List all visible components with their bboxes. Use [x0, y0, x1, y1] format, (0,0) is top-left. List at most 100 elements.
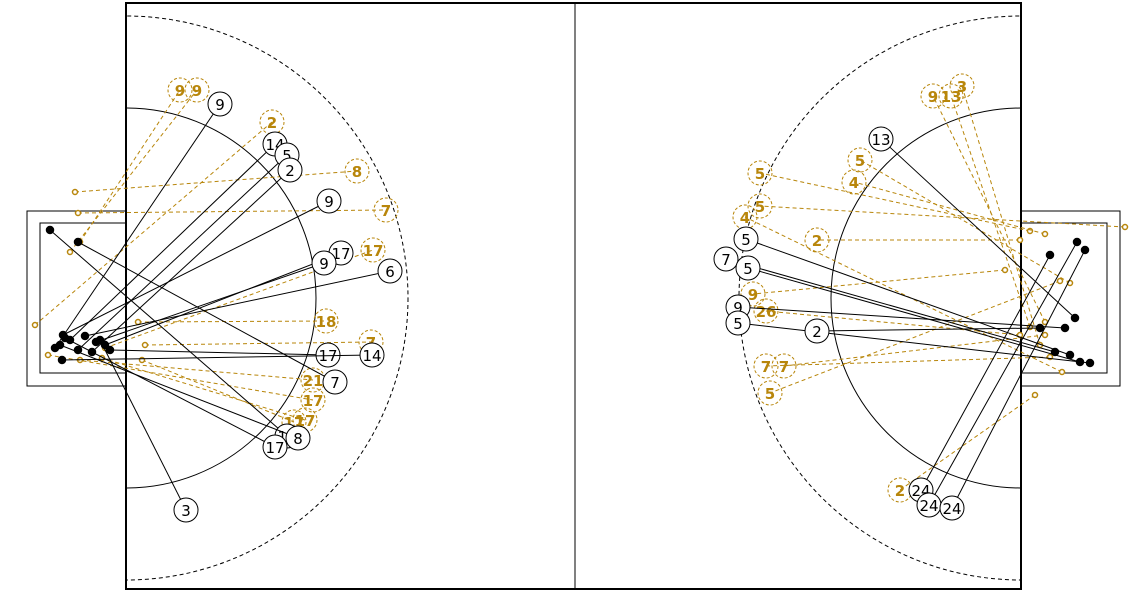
shots-layer: 9928717187211717179145291796171471781739… — [31, 73, 1129, 523]
shot-line — [951, 249, 1086, 509]
player-marker — [732, 204, 758, 230]
player-marker — [949, 73, 975, 99]
player-marker — [167, 77, 193, 103]
player-marker — [292, 407, 318, 433]
shot-line — [765, 310, 1021, 336]
right-missed-shot-14: 2 — [887, 391, 1039, 503]
player-number-label: 26 — [756, 303, 777, 321]
shot-line — [101, 357, 306, 421]
player-marker — [313, 308, 339, 334]
player-number-label: 9 — [733, 299, 743, 317]
player-marker — [344, 158, 370, 184]
shot-origin-dot — [60, 333, 70, 343]
right-missed-shot-8: 2 — [804, 227, 1024, 253]
player-number-label: 17 — [363, 242, 384, 260]
shot-line — [79, 89, 181, 243]
right-missed-shot-10: 26 — [753, 298, 1024, 339]
player-number-label: 7 — [779, 358, 789, 376]
left-made-shot-0: 9 — [50, 91, 233, 353]
shot-origin-dot — [1070, 313, 1080, 323]
right-missed-shot-0: 9 — [920, 83, 1049, 326]
shot-line — [747, 267, 1081, 363]
player-marker — [359, 342, 385, 368]
right-inner-arc — [830, 107, 1021, 489]
player-marker — [868, 126, 894, 152]
player-number-label: 7 — [721, 251, 731, 269]
player-marker — [747, 160, 773, 186]
shot-line — [725, 258, 1056, 353]
player-number-label: 5 — [743, 260, 753, 278]
left-missed-shot-3: 8 — [71, 158, 370, 196]
shot-line — [737, 322, 1091, 364]
shot-line — [84, 270, 391, 337]
player-number-label: 18 — [316, 313, 337, 331]
player-number-label: 17 — [303, 392, 324, 410]
left-missed-shot-9: 17 — [44, 351, 326, 413]
shot-line — [59, 344, 299, 439]
player-number-label: 4 — [740, 209, 750, 227]
shot-origin-dot — [1050, 347, 1060, 357]
shot-origin-dot — [73, 237, 83, 247]
shot-line — [47, 354, 314, 401]
player-marker — [173, 497, 199, 523]
shot-line — [91, 169, 291, 353]
shot-line — [144, 341, 372, 346]
shot-line — [49, 229, 288, 437]
shot-line — [69, 89, 198, 253]
player-number-label: 5 — [755, 165, 765, 183]
player-marker — [753, 298, 779, 324]
right-made-shot-3: 5 — [735, 255, 1085, 367]
player-marker — [316, 188, 342, 214]
shot-origin-ring — [1121, 223, 1129, 231]
shot-line — [34, 121, 273, 326]
left-missed-shot-4: 7 — [74, 197, 399, 223]
player-number-label: 13 — [871, 131, 890, 149]
shot-line — [737, 306, 1066, 329]
shot-line — [932, 95, 1046, 323]
player-marker — [725, 310, 751, 336]
right-made-shot-7: 24 — [908, 250, 1055, 503]
left-missed-shot-11: 17 — [138, 356, 307, 435]
left-missed-shot-0: 9 — [76, 77, 193, 246]
player-marker — [377, 258, 403, 284]
player-number-label: 3 — [181, 502, 191, 520]
shot-line — [77, 241, 336, 383]
player-marker — [281, 409, 307, 435]
right-missed-shot-9: 9 — [740, 266, 1009, 307]
left-made-shot-3: 2 — [87, 157, 303, 357]
right-made-shot-0: 13 — [868, 126, 1080, 323]
shot-line — [99, 339, 187, 511]
right-missed-shot-7: 4 — [732, 204, 1066, 376]
shot-line — [104, 252, 342, 346]
left-made-shot-13: 17 — [60, 333, 288, 460]
player-number-label: 2 — [285, 162, 295, 180]
player-marker — [322, 369, 348, 395]
player-number-label: 4 — [849, 174, 859, 192]
shot-line — [77, 154, 288, 351]
player-marker — [757, 380, 783, 406]
player-number-label: 2 — [812, 232, 822, 250]
shot-origin-dot — [1080, 245, 1090, 255]
player-number-label: 8 — [293, 430, 303, 448]
player-marker — [285, 425, 311, 451]
shot-origin-ring — [1056, 277, 1064, 285]
right-missed-shot-4: 5 — [747, 160, 1034, 235]
player-marker — [373, 197, 399, 223]
left-made-shot-14: 3 — [95, 335, 199, 523]
shot-line — [752, 269, 1006, 295]
player-marker — [771, 353, 797, 379]
shot-origin-ring — [1041, 230, 1049, 238]
shot-line — [141, 359, 295, 423]
right-goal-inner — [1020, 222, 1108, 374]
shot-origin-ring — [74, 209, 82, 217]
right-made-shot-1: 5 — [733, 226, 1075, 360]
player-number-label: 7 — [330, 374, 340, 392]
shot-origin-dot — [55, 340, 65, 350]
shot-line — [880, 138, 1076, 319]
player-number-label: 5 — [733, 315, 743, 333]
right-made-shot-9: 24 — [939, 245, 1090, 521]
player-marker — [939, 495, 965, 521]
shot-origin-ring — [71, 188, 79, 196]
shot-origin-dot — [1035, 323, 1045, 333]
player-number-label: 17 — [295, 412, 316, 430]
